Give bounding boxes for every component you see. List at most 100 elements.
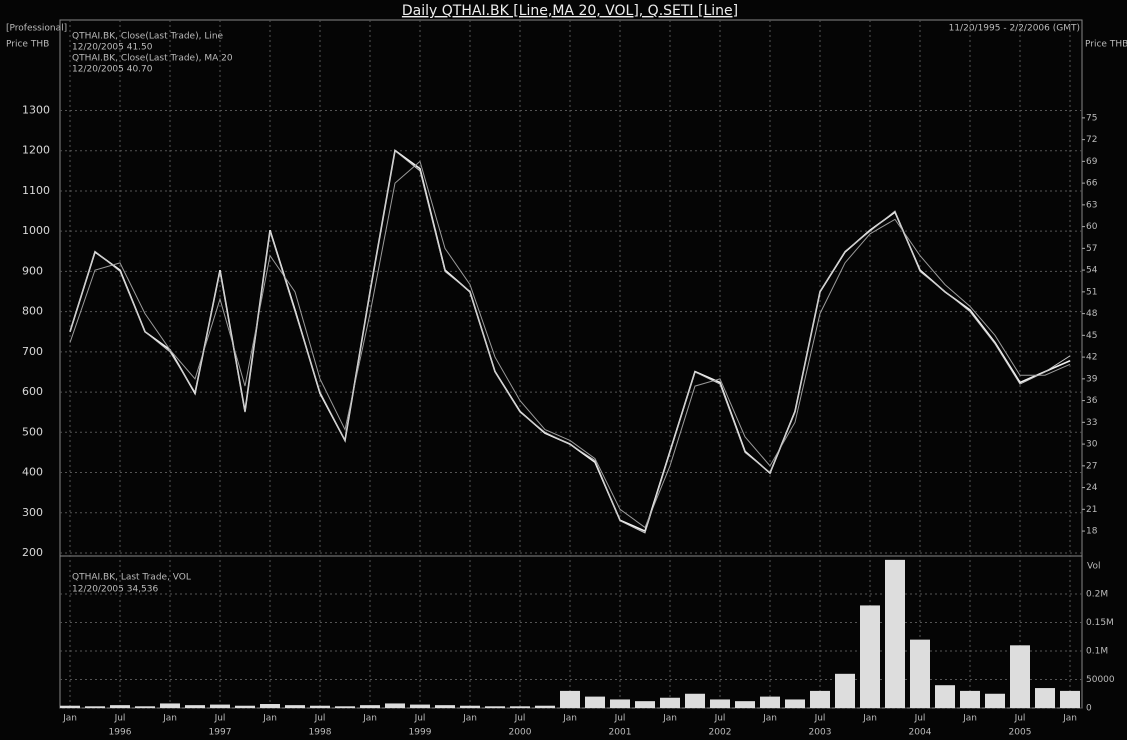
volume-bar xyxy=(985,693,1005,708)
x-tick-label: Jan xyxy=(762,714,777,724)
x-tick-label: Jul xyxy=(914,714,926,724)
x-tick-label: Jan xyxy=(62,714,77,724)
y2-tick-label: 63 xyxy=(1086,200,1097,210)
volume-bar xyxy=(660,697,680,708)
x-tick-label: Jan xyxy=(962,714,977,724)
x-tick-label: Jan xyxy=(462,714,477,724)
y2-tick-label: 60 xyxy=(1086,222,1098,232)
y2-tick-label: 21 xyxy=(1086,505,1097,515)
legend-latest: 12/20/2005 41.50 xyxy=(72,43,153,53)
x-tick-label: Jul xyxy=(814,714,826,724)
volume-bar xyxy=(85,706,105,708)
plot-frame xyxy=(59,19,1083,709)
volume-bar xyxy=(260,704,280,708)
y2-tick-label: 30 xyxy=(1086,440,1098,450)
y2-tick-label: 45 xyxy=(1086,331,1097,341)
y-tick-label: 600 xyxy=(22,385,43,398)
volume-bar xyxy=(210,704,230,708)
y2-tick-label: 42 xyxy=(1086,353,1097,363)
volume-bar xyxy=(910,639,930,708)
x-tick-label: Jan xyxy=(1062,714,1077,724)
y2-tick-label: 18 xyxy=(1086,527,1098,537)
volume-bar xyxy=(335,706,355,708)
volume-bar xyxy=(785,699,805,708)
x-year-label: 1996 xyxy=(109,728,132,738)
volume-bar xyxy=(885,559,905,708)
y-tick-label: 1000 xyxy=(22,224,50,237)
y-tick-label: 900 xyxy=(22,264,43,277)
volume-bar xyxy=(735,701,755,708)
x-tick-label: Jul xyxy=(614,714,626,724)
x-year-label: 1997 xyxy=(209,728,232,738)
y2-tick-label: 27 xyxy=(1086,461,1097,471)
x-year-label: 2004 xyxy=(909,728,932,738)
volume-bar xyxy=(960,690,980,708)
volume-bar xyxy=(610,699,630,708)
volume-bar xyxy=(835,673,855,708)
volume-bar xyxy=(235,705,255,708)
x-year-label: 2002 xyxy=(709,728,732,738)
vol-tick-label: 0.2M xyxy=(1086,590,1108,600)
volume-bar xyxy=(710,699,730,708)
y2-tick-label: 24 xyxy=(1086,483,1098,493)
volume-bar xyxy=(935,685,955,708)
vol-legend: QTHAI.BK, Last Trade, VOL xyxy=(72,573,191,583)
x-tick-label: Jan xyxy=(262,714,277,724)
x-tick-label: Jul xyxy=(314,714,326,724)
x-year-label: 1999 xyxy=(409,728,432,738)
vol-latest: 12/20/2005 34,536 xyxy=(72,585,158,595)
vol-tick-label: 0 xyxy=(1086,704,1092,714)
volume-bar xyxy=(1035,688,1055,708)
y2-tick-label: 39 xyxy=(1086,374,1098,384)
y-tick-label: 500 xyxy=(22,425,43,438)
y-tick-label: 200 xyxy=(22,546,43,559)
x-year-label: 2000 xyxy=(509,728,532,738)
x-year-label: 1998 xyxy=(309,728,332,738)
y2-tick-label: 69 xyxy=(1086,157,1098,167)
vol-tick-label: 0.15M xyxy=(1086,618,1114,628)
x-tick-label: Jan xyxy=(862,714,877,724)
y2-tick-label: 72 xyxy=(1086,135,1097,145)
y-tick-label: 1300 xyxy=(22,104,50,117)
y-tick-label: 300 xyxy=(22,506,43,519)
volume-bar xyxy=(435,705,455,708)
y2-tick-label: 33 xyxy=(1086,418,1097,428)
y2-tick-label: 54 xyxy=(1086,266,1098,276)
volume-bar xyxy=(560,690,580,708)
y-axis-label: Price THB xyxy=(6,40,49,50)
volume-bar xyxy=(310,705,330,708)
volume-bar xyxy=(185,705,205,708)
volume-bar xyxy=(760,696,780,708)
volume-bar xyxy=(510,706,530,708)
volume-bar xyxy=(810,690,830,708)
volume-bar xyxy=(360,705,380,708)
y2-tick-label: 51 xyxy=(1086,287,1097,297)
volume-bar xyxy=(535,705,555,708)
volume-bar xyxy=(160,703,180,708)
x-tick-label: Jul xyxy=(514,714,526,724)
vol-tick-label: 0.1M xyxy=(1086,647,1108,657)
volume-bar xyxy=(385,703,405,708)
y2-tick-label: 36 xyxy=(1086,396,1098,406)
x-tick-label: Jul xyxy=(214,714,226,724)
y2-tick-label: 57 xyxy=(1086,244,1097,254)
volume-bar xyxy=(410,704,430,708)
legend-entry: QTHAI.BK, Close(Last Trade), MA 20 xyxy=(72,54,233,64)
price-line xyxy=(69,149,1071,534)
x-tick-label: Jan xyxy=(662,714,677,724)
y2-tick-label: 48 xyxy=(1086,309,1098,319)
y-tick-label: 1200 xyxy=(22,144,50,157)
volume-bar xyxy=(60,705,80,708)
y-tick-label: 1100 xyxy=(22,184,50,197)
volume-bar xyxy=(485,706,505,708)
vol-tick-label: 50000 xyxy=(1086,675,1115,685)
volume-bar xyxy=(635,701,655,708)
x-year-label: 2005 xyxy=(1009,728,1032,738)
volume-bar xyxy=(685,693,705,708)
x-year-label: 2001 xyxy=(609,728,632,738)
legend-latest: 12/20/2005 40.70 xyxy=(72,65,153,75)
x-tick-label: Jul xyxy=(714,714,726,724)
volume-bar xyxy=(135,706,155,708)
